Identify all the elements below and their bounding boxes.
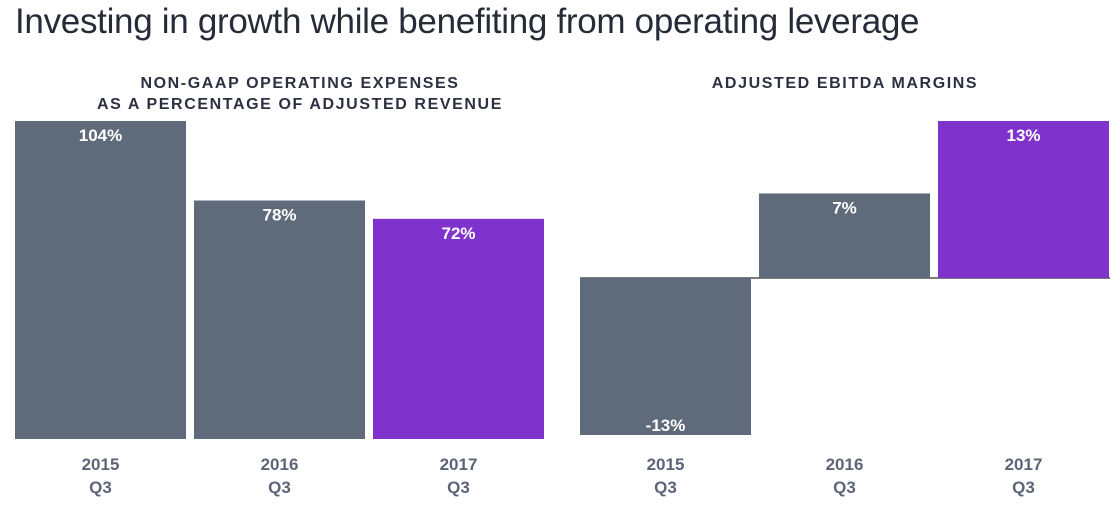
page-title: Investing in growth while benefiting fro… [15, 2, 920, 41]
opex-tick-quarter-1: Q3 [268, 478, 291, 497]
ebitda-value-label-0: -13% [646, 416, 686, 435]
ebitda-chart-title-line-1: ADJUSTED EBITDA MARGINS [711, 75, 979, 92]
ebitda-bar-2 [938, 121, 1109, 278]
ebitda-value-label-1: 7% [832, 198, 857, 217]
opex-value-label-1: 78% [262, 206, 296, 225]
opex-chart-title: NON-GAAP OPERATING EXPENSES AS A PERCENT… [15, 73, 585, 115]
opex-bar-2 [373, 218, 544, 439]
opex-value-label-0: 104% [79, 126, 122, 145]
opex-tick-quarter-2: Q3 [447, 478, 470, 497]
opex-chart-title-line-1: NON-GAAP OPERATING EXPENSES [140, 75, 460, 92]
ebitda-tick-year-2: 2017 [1005, 455, 1043, 474]
opex-chart-title-line-2: AS A PERCENTAGE OF ADJUSTED REVENUE [97, 96, 503, 113]
opex-tick-year-2: 2017 [440, 455, 478, 474]
opex-bar-0 [15, 121, 186, 439]
ebitda-value-label-2: 13% [1006, 126, 1040, 145]
opex-tick-quarter-0: Q3 [89, 478, 112, 497]
ebitda-bar-0 [580, 278, 751, 435]
ebitda-tick-quarter-1: Q3 [833, 478, 856, 497]
opex-tick-year-1: 2016 [261, 455, 299, 474]
opex-value-label-2: 72% [441, 224, 475, 243]
ebitda-tick-quarter-2: Q3 [1012, 478, 1035, 497]
opex-bar-1 [194, 200, 365, 439]
ebitda-tick-year-1: 2016 [826, 455, 864, 474]
opex-tick-year-0: 2015 [82, 455, 120, 474]
ebitda-chart-title: ADJUSTED EBITDA MARGINS [580, 73, 1110, 94]
ebitda-tick-year-0: 2015 [647, 455, 685, 474]
ebitda-bar-1 [759, 193, 930, 278]
ebitda-tick-quarter-0: Q3 [654, 478, 677, 497]
